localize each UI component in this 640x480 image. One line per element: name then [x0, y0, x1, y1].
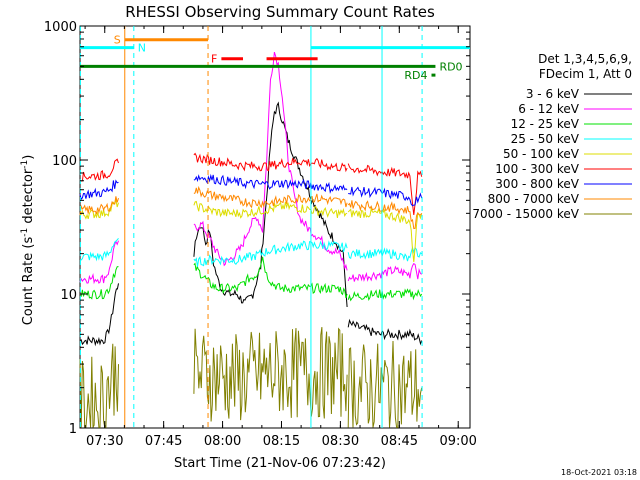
marker-label-3: F: [211, 53, 217, 66]
legend-label-4: 50 - 100 keV: [503, 147, 580, 161]
series-line-7-seg-0: [79, 196, 119, 216]
y-axis-title-part2: detector: [21, 168, 36, 228]
series-line-7-seg-2: [347, 200, 423, 230]
y-tick-label-0: 1: [69, 422, 77, 437]
legend-label-5: 100 - 300 keV: [495, 162, 579, 176]
series-line-6-seg-1: [193, 173, 348, 194]
x-tick-label-0: 07:30: [86, 434, 123, 449]
marker-label-1: N: [138, 42, 146, 55]
y-tick-label-3: 1000: [44, 20, 77, 35]
series-line-3-seg-2: [347, 245, 422, 262]
series-line-2-seg-0: [80, 266, 119, 300]
series-line-4-seg-0: [79, 199, 119, 220]
marker-layer: S N F RD0 RD4: [79, 26, 470, 428]
x-tick-label-2: 08:00: [204, 434, 241, 449]
legend-header-1: Det 1,3,4,5,6,9,: [538, 52, 632, 66]
chart-title: RHESSI Observing Summary Count Rates: [125, 3, 435, 21]
y-axis-title-part1: Count Rate (s: [21, 237, 36, 326]
legend-header-2: FDecim 1, Att 0: [539, 67, 632, 81]
series-line-0-seg-0: [79, 283, 119, 347]
y-tick-label-2: 100: [52, 154, 77, 169]
series-line-5-seg-1: [193, 152, 348, 173]
series-line-8-seg-1: [193, 327, 348, 422]
y-tick-label-1: 10: [60, 288, 77, 303]
legend-label-3: 25 - 50 keV: [511, 132, 580, 146]
series-line-5-seg-0: [79, 158, 119, 182]
marker-label-6: RD4: [404, 69, 427, 82]
y-axis-title-sup2: -1: [20, 160, 30, 169]
x-tick-label-5: 08:45: [381, 434, 418, 449]
series-line-1-seg-0: [79, 240, 119, 285]
series-line-0-seg-1: [193, 101, 348, 308]
series-line-4-seg-2: [347, 206, 423, 262]
x-tick-label-3: 08:15: [263, 434, 300, 449]
x-tick-label-1: 07:45: [145, 434, 182, 449]
legend-label-8: 7000 - 15000 keV: [472, 207, 579, 221]
legend-label-6: 300 - 800 keV: [495, 177, 579, 191]
marker-label-0: S: [114, 34, 121, 47]
series-line-4-seg-1: [193, 200, 348, 219]
axis-layer: 07:30 07:45 08:00 08:15 08:30 08:45 09:00 1 10 10…: [44, 20, 477, 449]
series-line-1-seg-2: [347, 262, 423, 283]
legend: Det 1,3,4,5,6,9, FDecim 1, Att 0 3 - 6 k…: [472, 52, 632, 221]
legend-label-0: 3 - 6 keV: [526, 87, 580, 101]
generation-timestamp: 18-Oct-2021 03:18: [561, 468, 637, 477]
series-line-5-seg-2: [347, 163, 423, 215]
series-line-8-seg-2: [347, 340, 423, 428]
series-line-6-seg-2: [348, 186, 423, 207]
x-tick-label-6: 09:00: [439, 434, 476, 449]
legend-label-2: 12 - 25 keV: [511, 117, 580, 131]
x-axis-title: Start Time (21-Nov-06 07:23:42): [174, 456, 386, 471]
series-line-2-seg-2: [347, 288, 423, 302]
series-line-6-seg-0: [79, 179, 119, 201]
y-axis-title: Count Rate (s-1 detector-1): [20, 155, 36, 326]
series-line-8-seg-0: [79, 343, 119, 428]
y-axis-title-part3: ): [21, 155, 36, 160]
legend-label-1: 6 - 12 keV: [518, 102, 580, 116]
series-line-7-seg-1: [193, 185, 348, 209]
series-line-3-seg-1: [193, 240, 348, 267]
y-axis-title-sup1: -1: [20, 228, 30, 237]
series-line-1-seg-1: [193, 51, 348, 271]
marker-label-5: RD0: [439, 60, 462, 73]
series-line-3-seg-0: [79, 238, 119, 262]
legend-label-7: 800 - 7000 keV: [488, 192, 580, 206]
series-line-0-seg-2: [347, 318, 423, 346]
series-line-2-seg-1: [193, 256, 348, 299]
series-layer: [79, 51, 423, 428]
x-tick-label-4: 08:30: [322, 434, 359, 449]
